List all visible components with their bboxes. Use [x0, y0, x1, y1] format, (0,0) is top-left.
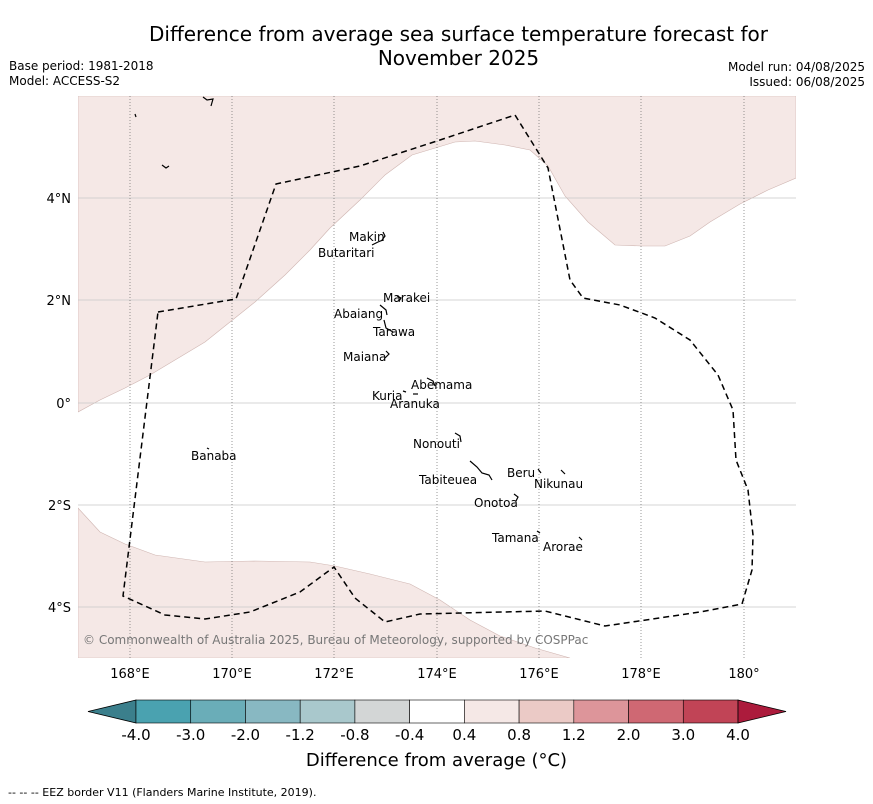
- lon-label: 170°E: [212, 667, 252, 682]
- island-banaba: [206, 447, 210, 450]
- islands: [134, 96, 583, 541]
- place-label: Kuria: [372, 389, 403, 403]
- colorbar-segment: [573, 699, 629, 724]
- lon-label: 178°E: [621, 667, 661, 682]
- place-label: Onotoa: [474, 496, 518, 510]
- colorbar-segment: [682, 699, 739, 724]
- colorbar: -4.0 -3.0 -2.0 -1.2 -0.8 -0.4 0.4 0.8 1.2 2.0 3.0 4…: [87, 699, 787, 744]
- place-label: Butaritari: [318, 246, 375, 260]
- island-abemama: [426, 377, 436, 387]
- colorbar-tick-label: 0.4: [452, 726, 476, 744]
- colorbar-segment: [190, 699, 246, 724]
- colorbar-segment: [245, 699, 301, 724]
- island-beru: [537, 468, 542, 474]
- colorbar-tick-label: -0.8: [340, 726, 369, 744]
- island-arorae: [578, 536, 583, 541]
- title-line-2: November 2025: [377, 46, 540, 70]
- eez-border: [122, 114, 754, 627]
- place-label: Beru: [507, 466, 535, 480]
- lon-label: 180°: [728, 667, 759, 682]
- island-tabiteuea: [469, 460, 493, 481]
- colorbar-segment: [409, 699, 465, 724]
- colorbar-segment: [354, 699, 410, 724]
- graticule: [78, 96, 796, 658]
- place-labels: Makin Butaritari Marakei Abaiang Tarawa …: [191, 230, 583, 554]
- colorbar-tick-label: 1.2: [562, 726, 586, 744]
- place-label: Nonouti: [413, 437, 460, 451]
- place-label: Aranuka: [390, 397, 440, 411]
- meta-right: Model run: 04/08/2025 Issued: 06/08/2025: [728, 60, 865, 90]
- island-small-north-2: [161, 164, 170, 169]
- lon-label: 176°E: [519, 667, 559, 682]
- island-tarawa: [383, 319, 394, 333]
- colorbar-extend-low: [87, 699, 137, 724]
- colorbar-tick-label: 2.0: [617, 726, 641, 744]
- base-period: Base period: 1981-2018: [9, 59, 154, 73]
- model-run: Model run: 04/08/2025: [727, 60, 865, 74]
- lat-label: 2°S: [48, 499, 71, 514]
- issued-date: Issued: 06/08/2025: [749, 75, 865, 89]
- island-tamana: [536, 530, 541, 534]
- island-nonouti: [454, 432, 462, 443]
- colorbar-title: Difference from average (°C): [305, 750, 568, 771]
- island-maiana: [384, 350, 390, 359]
- lon-label: 172°E: [314, 667, 354, 682]
- map-area: Makin Butaritari Marakei Abaiang Tarawa …: [78, 96, 796, 658]
- place-label: Marakei: [383, 291, 430, 305]
- island-marakei: [396, 295, 402, 302]
- anomaly-region-south: [78, 507, 571, 658]
- place-label: Abaiang: [334, 307, 383, 321]
- colorbar-tick-label: -0.4: [395, 726, 424, 744]
- copyright-notice: © Commonwealth of Australia 2025, Bureau…: [83, 633, 588, 647]
- latitude-labels: 4°N 2°N 0° 2°S 4°S: [47, 192, 72, 616]
- island-nikunau: [560, 469, 566, 475]
- island-makin: [381, 231, 386, 241]
- colorbar-tick-label: 4.0: [726, 726, 750, 744]
- lat-label: 2°N: [47, 294, 72, 309]
- island-small-north-1: [134, 113, 137, 118]
- place-label: Tamana: [491, 531, 539, 545]
- colorbar-tick-label: -2.0: [231, 726, 260, 744]
- island-kuria: [402, 390, 407, 393]
- lat-label: 4°S: [48, 601, 71, 616]
- chart-title: Difference from average sea surface temp…: [0, 22, 873, 70]
- footer-note: -- -- -- EEZ border V11 (Flanders Marine…: [8, 786, 317, 799]
- colorbar-tick-label: 3.0: [671, 726, 695, 744]
- colorbar-segment: [518, 699, 575, 724]
- place-label: Makin: [349, 230, 385, 244]
- island-butaritari: [371, 239, 384, 246]
- place-label: Maiana: [343, 350, 386, 364]
- colorbar-segment: [464, 699, 520, 724]
- lat-label: 4°N: [47, 192, 72, 207]
- model-name: Model: ACCESS-S2: [9, 74, 121, 88]
- colorbar-tick-label: -3.0: [176, 726, 205, 744]
- colorbar-segment: [299, 699, 356, 724]
- longitude-labels: 168°E 170°E 172°E 174°E 176°E 178°E 180°: [110, 667, 759, 682]
- colorbar-segment: [135, 699, 192, 724]
- colorbar-tick-label: -1.2: [286, 726, 315, 744]
- island-abaiang: [379, 304, 388, 316]
- place-label: Abemama: [411, 378, 472, 392]
- place-label: Tabiteuea: [418, 473, 477, 487]
- place-label: Arorae: [543, 540, 583, 554]
- title-line-1: Difference from average sea surface temp…: [148, 22, 768, 46]
- colorbar-tick-label: -4.0: [121, 726, 150, 744]
- place-label: Tarawa: [372, 325, 415, 339]
- anomaly-region-north: [78, 96, 796, 413]
- colorbar-tick-label: 0.8: [507, 726, 531, 744]
- place-label: Banaba: [191, 449, 237, 463]
- colorbar-segment: [628, 699, 684, 724]
- island-small-north-3: [202, 96, 214, 107]
- lon-label: 168°E: [110, 667, 150, 682]
- island-onotoa: [513, 493, 519, 502]
- meta-left: Base period: 1981-2018 Model: ACCESS-S2: [9, 59, 154, 89]
- lon-label: 174°E: [417, 667, 457, 682]
- place-label: Nikunau: [534, 477, 583, 491]
- lat-label: 0°: [56, 397, 71, 412]
- colorbar-extend-high: [737, 699, 787, 724]
